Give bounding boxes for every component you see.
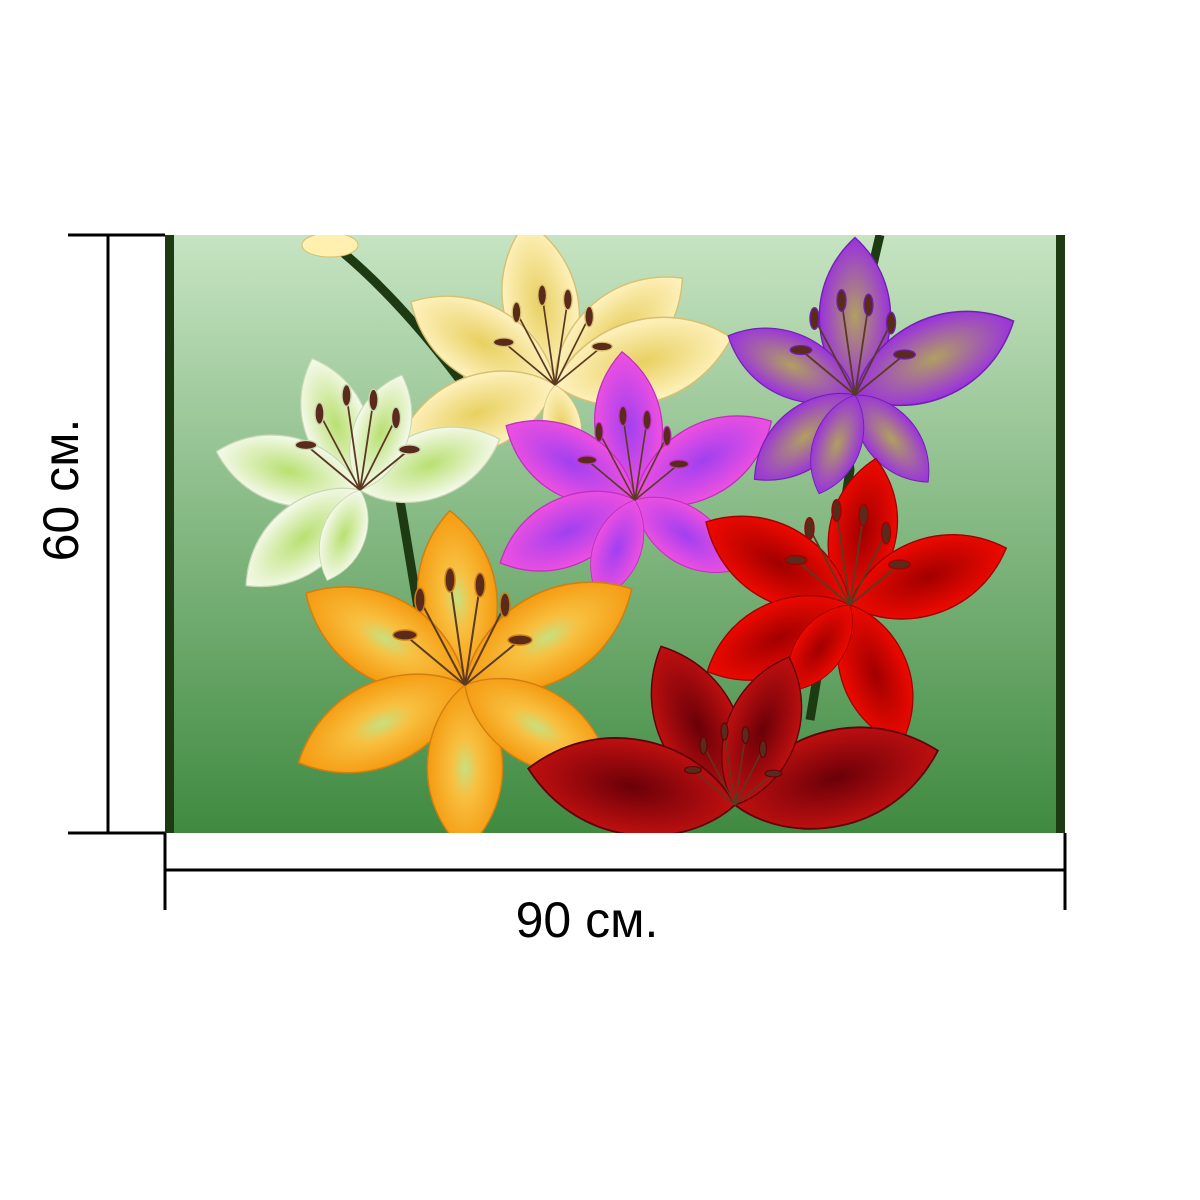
width-label: 90 см. xyxy=(516,892,659,948)
height-label: 60 см. xyxy=(33,419,89,562)
lily-artwork xyxy=(165,235,1065,833)
dimension-lines xyxy=(68,233,1067,910)
